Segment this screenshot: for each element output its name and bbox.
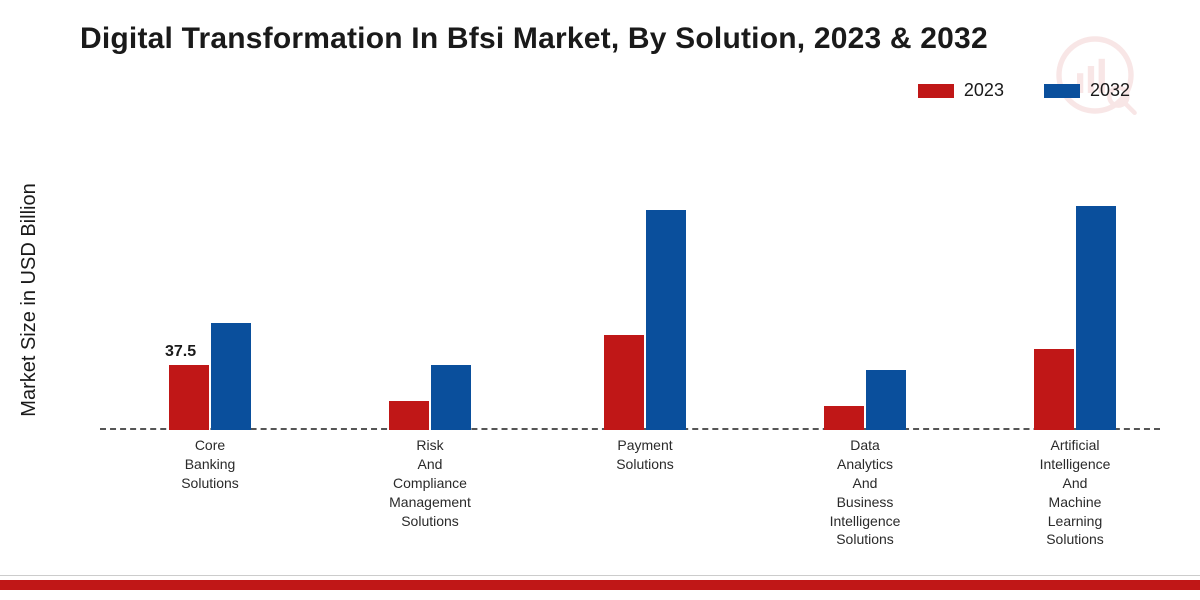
legend-label-2023: 2023 [964, 80, 1004, 101]
bar-group [805, 370, 925, 430]
watermark-logo [1050, 30, 1140, 120]
bar [211, 323, 251, 430]
x-tick-label: DataAnalyticsAndBusinessIntelligenceSolu… [790, 436, 940, 549]
x-tick-label: RiskAndComplianceManagementSolutions [355, 436, 505, 530]
footer-divider [0, 575, 1200, 576]
bar [169, 365, 209, 430]
footer-bar [0, 580, 1200, 590]
bar [824, 406, 864, 430]
bar [604, 335, 644, 430]
bar [866, 370, 906, 430]
y-axis-label: Market Size in USD Billion [18, 183, 41, 416]
bar [1034, 349, 1074, 430]
plot-area: 37.5 [100, 120, 1160, 430]
legend-label-2032: 2032 [1090, 80, 1130, 101]
bar [389, 401, 429, 430]
chart-title: Digital Transformation In Bfsi Market, B… [80, 22, 988, 56]
bar [646, 210, 686, 430]
data-label: 37.5 [165, 343, 196, 361]
legend: 2023 2032 [918, 80, 1130, 101]
bar-group [150, 323, 270, 430]
bar-group [1015, 206, 1135, 430]
bar-group [585, 210, 705, 430]
legend-item-2032: 2032 [1044, 80, 1130, 101]
bar-group [370, 365, 490, 430]
x-tick-label: CoreBankingSolutions [135, 436, 285, 493]
legend-swatch-2023 [918, 84, 954, 98]
legend-item-2023: 2023 [918, 80, 1004, 101]
x-tick-label: ArtificialIntelligenceAndMachineLearning… [1000, 436, 1150, 549]
legend-swatch-2032 [1044, 84, 1080, 98]
x-tick-label: PaymentSolutions [570, 436, 720, 474]
bar [1076, 206, 1116, 430]
bar [431, 365, 471, 430]
x-axis-labels: CoreBankingSolutions RiskAndComplianceMan… [100, 436, 1160, 576]
